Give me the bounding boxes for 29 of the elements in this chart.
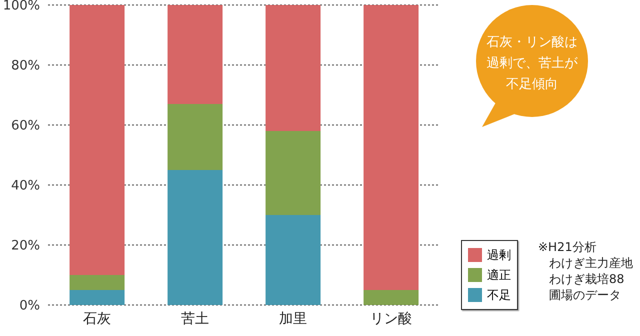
x-tick-label: 石灰	[83, 310, 111, 327]
text: ※H21分析	[538, 240, 596, 255]
legend-label: 不足	[487, 286, 511, 304]
text: 圃場のデータ	[549, 288, 621, 303]
bar	[168, 170, 223, 305]
bar	[266, 215, 321, 305]
bar	[168, 5, 223, 104]
text: わけぎ栽培88	[549, 272, 624, 287]
bar	[266, 131, 321, 215]
bar	[266, 5, 321, 131]
y-tick-label: 60%	[11, 118, 40, 134]
bar	[168, 104, 223, 170]
text: わけぎ主力産地	[549, 256, 633, 271]
x-tick-label: 苦土	[181, 310, 209, 327]
text: 石灰・リン酸は過剰で、苦土が不足傾向	[486, 34, 578, 94]
legend-label: 過剰	[487, 246, 511, 264]
bar	[70, 275, 125, 290]
x-tick-label: 加里	[279, 310, 307, 327]
bar	[364, 290, 419, 305]
legend-label: 適正	[487, 266, 511, 284]
y-tick-label: 0%	[19, 298, 40, 314]
y-tick-label: 80%	[11, 58, 40, 74]
bar	[70, 290, 125, 305]
x-tick-label: リン酸	[370, 310, 412, 327]
y-tick-label: 20%	[11, 238, 40, 254]
bar	[70, 5, 125, 275]
bar	[364, 5, 419, 290]
y-tick-label: 100%	[2, 0, 40, 14]
y-tick-label: 40%	[11, 178, 40, 194]
